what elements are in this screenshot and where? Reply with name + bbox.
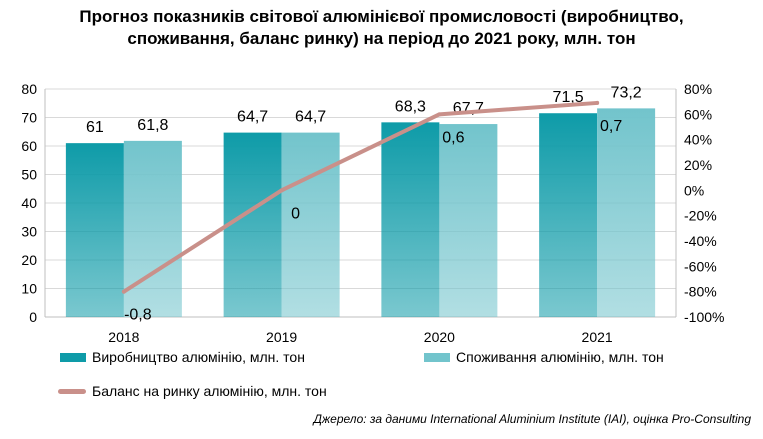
chart-title-line-1: Прогноз показників світової алюмінієвої … — [79, 7, 684, 26]
data-label-consumption: 61,8 — [137, 117, 168, 134]
data-label-production: 68,3 — [395, 98, 426, 115]
y-left-tick-label: 60 — [21, 138, 37, 154]
y-left-tick-label: 80 — [21, 81, 37, 97]
chart-title-line-2: споживання, баланс ринку) на період до 2… — [127, 29, 636, 48]
bar-production — [65, 143, 124, 317]
bar-production — [223, 132, 282, 317]
data-label-production: 61 — [86, 119, 104, 136]
y-left-tick-label: 70 — [21, 110, 37, 126]
data-label-balance: -0,8 — [124, 307, 152, 324]
x-tick-label: 2020 — [424, 329, 455, 345]
bar-production — [381, 122, 440, 317]
y-left-tick-label: 30 — [21, 224, 37, 240]
bar-consumption — [123, 140, 182, 317]
y-left-tick-label: 0 — [29, 309, 37, 325]
point-balance — [279, 188, 284, 193]
legend-label-production: Виробництво алюмінію, млн. тон — [92, 349, 305, 365]
point-balance — [437, 112, 442, 117]
legend-item-balance: Баланс на ринку алюмінію, млн. тон — [58, 383, 327, 399]
bar-consumption — [281, 132, 340, 317]
data-label-production: 71,5 — [553, 89, 584, 106]
y-right-tick-label: -60% — [684, 258, 717, 274]
legend-item-production: Виробництво алюмінію, млн. тон — [60, 349, 305, 365]
x-tick-label: 2019 — [266, 329, 297, 345]
x-tick-label: 2021 — [582, 329, 613, 345]
bar-consumption — [439, 124, 498, 318]
y-right-tick-label: 60% — [684, 106, 712, 122]
legend-item-consumption: Споживання алюмінію, млн. тон — [424, 349, 664, 365]
y-left-tick-label: 10 — [21, 281, 37, 297]
bar-production — [539, 113, 598, 317]
legend-label-balance: Баланс на ринку алюмінію, млн. тон — [92, 383, 327, 399]
y-right-tick-label: -100% — [684, 309, 724, 325]
legend-label-consumption: Споживання алюмінію, млн. тон — [456, 349, 664, 365]
chart-title: Прогноз показників світової алюмінієвої … — [0, 6, 763, 50]
y-right-tick-label: 20% — [684, 157, 712, 173]
data-label-balance: 0 — [291, 205, 300, 222]
point-balance — [595, 100, 600, 105]
y-right-tick-label: -40% — [684, 233, 717, 249]
line-balance — [121, 100, 600, 294]
data-label-production: 64,7 — [237, 109, 268, 126]
point-balance — [121, 289, 126, 294]
y-right-tick-label: -20% — [684, 208, 717, 224]
y-left-tick-label: 50 — [21, 167, 37, 183]
legend-swatch-balance — [58, 388, 86, 394]
y-right-tick-label: 80% — [684, 81, 712, 97]
x-tick-label: 2018 — [108, 329, 139, 345]
legend-swatch-production — [60, 352, 86, 362]
y-right-tick-label: 40% — [684, 132, 712, 148]
y-right-tick-label: -80% — [684, 284, 717, 300]
y-left-tick-label: 40 — [21, 195, 37, 211]
data-label-consumption: 73,2 — [611, 84, 642, 101]
data-label-consumption: 64,7 — [295, 109, 326, 126]
data-label-balance: 0,7 — [600, 118, 622, 135]
legend-swatch-consumption — [424, 352, 450, 362]
y-right-tick-label: 0% — [684, 182, 704, 198]
y-left-tick-label: 20 — [21, 252, 37, 268]
bar-consumption — [597, 108, 656, 317]
data-label-balance: 0,6 — [442, 129, 464, 146]
source-note: Джерело: за даними International Alumini… — [313, 412, 751, 426]
